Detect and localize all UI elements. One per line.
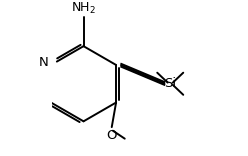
Text: NH$_2$: NH$_2$	[71, 1, 96, 16]
Text: N: N	[39, 56, 49, 69]
Text: O: O	[106, 129, 116, 141]
Text: Si: Si	[164, 77, 176, 90]
